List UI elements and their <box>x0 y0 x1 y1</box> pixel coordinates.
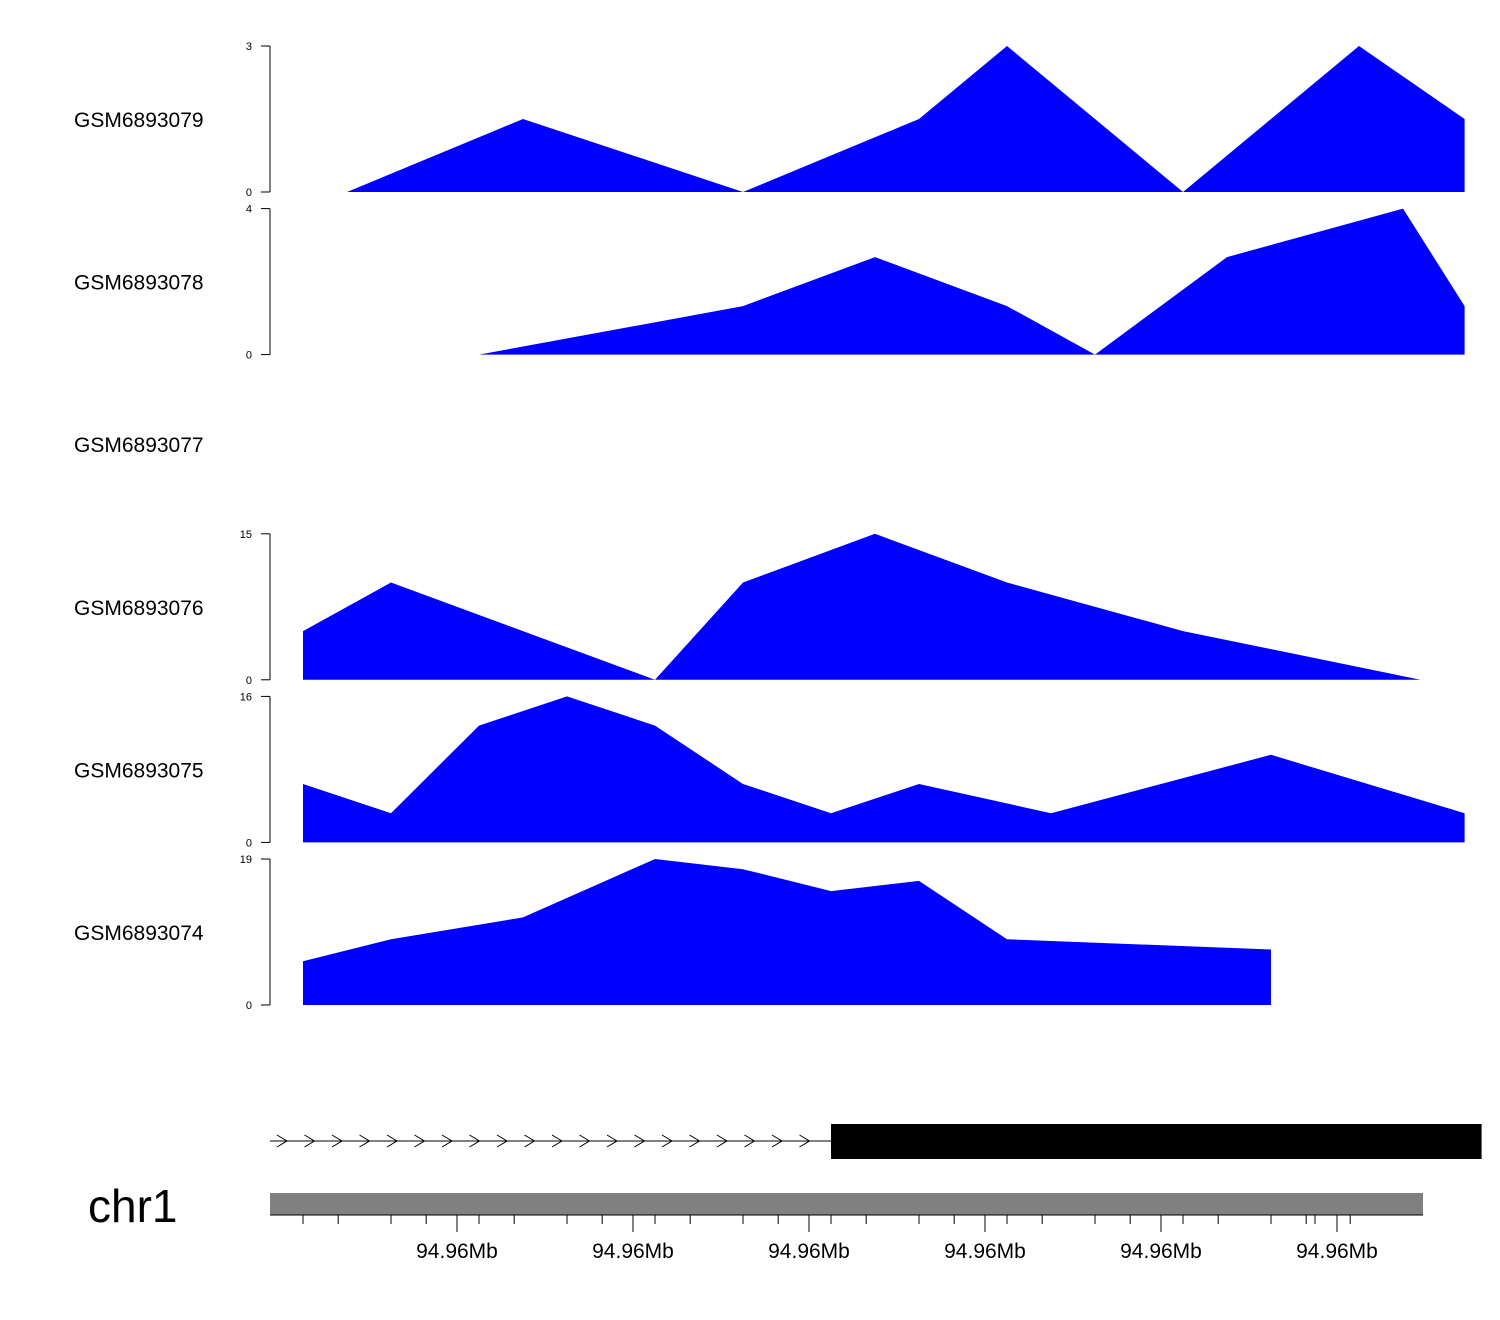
y-tick-label-min: 0 <box>246 350 252 362</box>
y-tick-label-max: 15 <box>240 529 252 541</box>
strand-arrow <box>304 1134 316 1148</box>
strand-arrow <box>744 1134 756 1148</box>
coverage-area <box>303 696 1465 843</box>
track-label: GSM6893078 <box>74 272 204 295</box>
coverage-area <box>347 46 1465 192</box>
strand-arrow <box>496 1134 508 1148</box>
track-GSM6893077: GSM6893077 <box>74 434 204 457</box>
y-tick-label-max: 3 <box>246 41 252 53</box>
strand-arrow <box>689 1134 701 1148</box>
strand-arrow <box>386 1134 398 1148</box>
chromosome-label: chr1 <box>88 1180 177 1232</box>
strand-arrow <box>414 1134 426 1148</box>
strand-arrow <box>276 1134 288 1148</box>
strand-arrow <box>634 1134 646 1148</box>
exon-block <box>831 1124 1482 1159</box>
x-tick-label: 94.96Mb <box>592 1240 674 1263</box>
track-GSM6893078: GSM6893078 4 0 <box>74 204 1465 362</box>
coverage-area <box>303 859 1271 1005</box>
track-GSM6893075: GSM6893075 16 0 <box>74 691 1465 849</box>
chromosome-band <box>270 1193 1423 1215</box>
x-tick-label: 94.96Mb <box>768 1240 850 1263</box>
coverage-tracks: GSM6893079 3 0 GSM6893078 4 0 GSM6893077 GSM689… <box>74 41 1465 1012</box>
track-GSM6893079: GSM6893079 3 0 <box>74 41 1465 199</box>
gene-model-track <box>270 1124 1482 1159</box>
y-tick-label-min: 0 <box>246 187 252 199</box>
strand-arrow <box>359 1134 371 1148</box>
x-tick-label: 94.96Mb <box>1296 1240 1378 1263</box>
y-tick-label-max: 19 <box>240 854 252 866</box>
strand-arrow <box>524 1134 536 1148</box>
y-tick-label-min: 0 <box>246 675 252 687</box>
strand-arrow <box>799 1134 811 1148</box>
x-tick-label: 94.96Mb <box>1120 1240 1202 1263</box>
y-tick-label-max: 16 <box>240 691 252 703</box>
track-label: GSM6893079 <box>74 109 204 132</box>
track-label: GSM6893077 <box>74 434 204 457</box>
strand-arrow <box>469 1134 481 1148</box>
track-GSM6893076: GSM6893076 15 0 <box>74 529 1421 687</box>
track-label: GSM6893075 <box>74 759 204 782</box>
y-tick-label-min: 0 <box>246 837 252 849</box>
track-GSM6893074: GSM6893074 19 0 <box>74 854 1271 1012</box>
x-tick-label: 94.96Mb <box>944 1240 1026 1263</box>
strand-arrow <box>331 1134 343 1148</box>
strand-arrow <box>551 1134 563 1148</box>
coverage-area <box>303 533 1421 680</box>
strand-arrow <box>661 1134 673 1148</box>
chromosome-axis-track: chr1 94.96Mb 94.96Mb 94.96Mb 94.96Mb 94.96Mb… <box>88 1180 1423 1263</box>
track-label: GSM6893074 <box>74 922 204 945</box>
y-tick-label-max: 4 <box>246 204 252 216</box>
coverage-area <box>479 208 1465 355</box>
y-tick-label-min: 0 <box>246 1000 252 1012</box>
strand-arrow <box>606 1134 618 1148</box>
strand-arrow <box>441 1134 453 1148</box>
strand-arrow <box>716 1134 728 1148</box>
strand-arrow <box>771 1134 783 1148</box>
x-tick-label: 94.96Mb <box>416 1240 498 1263</box>
track-label: GSM6893076 <box>74 597 204 620</box>
strand-arrow <box>579 1134 591 1148</box>
